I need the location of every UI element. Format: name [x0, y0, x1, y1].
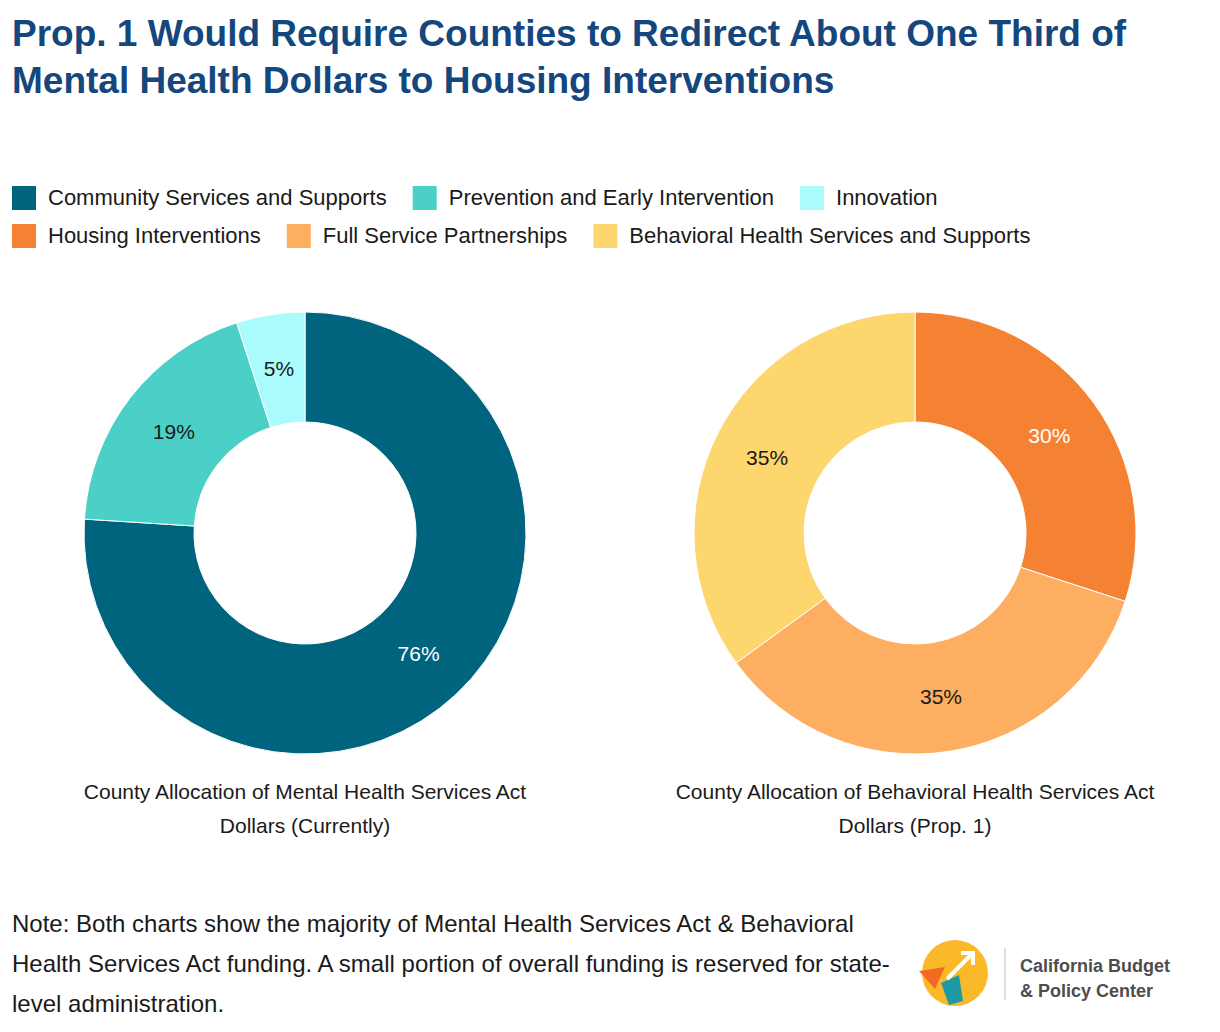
legend-label: Behavioral Health Services and Supports	[629, 223, 1030, 248]
logo-icon	[919, 940, 988, 1006]
legend: Community Services and Supports Preventio…	[12, 185, 1030, 248]
legend-swatch	[413, 186, 437, 210]
legend-label: Full Service Partnerships	[323, 223, 568, 248]
data-label: 76%	[398, 642, 440, 665]
data-label: 30%	[1028, 424, 1070, 447]
legend-swatch	[593, 224, 617, 248]
legend-swatch	[800, 186, 824, 210]
logo-divider	[1005, 948, 1006, 1000]
pie-slice	[237, 312, 305, 427]
logo-shape	[919, 967, 945, 989]
legend-label: Housing Interventions	[48, 223, 261, 248]
legend-label: Community Services and Supports	[48, 185, 387, 210]
logo-line: & Policy Center	[1020, 979, 1170, 1004]
title: Prop. 1 Would Require Counties to Redire…	[12, 10, 1212, 104]
legend-item: Innovation	[800, 185, 938, 210]
pie-chart: 76% 19% 5%	[84, 312, 526, 754]
legend-swatch	[287, 224, 311, 248]
legend-swatch	[12, 224, 36, 248]
legend-item: Full Service Partnerships	[287, 223, 568, 248]
legend-label: Prevention and Early Intervention	[449, 185, 774, 210]
note: Note: Both charts show the majority of M…	[12, 904, 892, 1024]
pie-chart: 30% 35% 35%	[694, 312, 1136, 754]
logo-shape	[941, 975, 963, 1005]
chart-caption: County Allocation of Behavioral Health S…	[676, 780, 1155, 837]
legend-swatch	[12, 186, 36, 210]
legend-item: Housing Interventions	[12, 223, 261, 248]
legend-item: Behavioral Health Services and Supports	[593, 223, 1030, 248]
pie-slice	[84, 323, 270, 526]
legend-label: Innovation	[836, 185, 938, 210]
logo-arrow	[947, 953, 973, 979]
data-label: 35%	[746, 446, 788, 469]
pie-slice	[84, 312, 526, 754]
legend-item: Prevention and Early Intervention	[413, 185, 774, 210]
pie-slice	[694, 312, 915, 663]
chart-canvas: Community Services and Supports Preventio…	[0, 0, 1220, 1032]
chart-caption: County Allocation of Mental Health Servi…	[84, 780, 527, 837]
logo-line: California Budget	[1020, 954, 1170, 979]
logo-text: California Budget& Policy Center	[1020, 954, 1170, 1004]
data-label: 35%	[920, 685, 962, 708]
data-label: 5%	[264, 357, 294, 380]
data-label: 19%	[153, 420, 195, 443]
legend-item: Community Services and Supports	[12, 185, 387, 210]
pie-slice	[915, 312, 1136, 601]
